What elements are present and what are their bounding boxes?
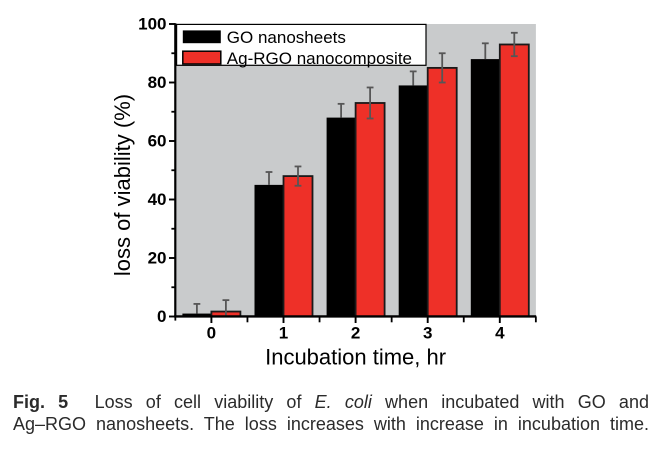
svg-text:4: 4 <box>495 324 505 343</box>
svg-text:60: 60 <box>148 132 167 151</box>
svg-text:Incubation time, hr: Incubation time, hr <box>265 345 446 370</box>
svg-text:40: 40 <box>148 190 167 209</box>
svg-text:1: 1 <box>279 324 288 343</box>
svg-text:Ag-RGO nanocomposite: Ag-RGO nanocomposite <box>227 49 412 68</box>
svg-text:100: 100 <box>138 15 166 34</box>
svg-text:20: 20 <box>148 249 167 268</box>
svg-text:0: 0 <box>207 324 216 343</box>
svg-text:80: 80 <box>148 73 167 92</box>
svg-text:2: 2 <box>351 324 360 343</box>
svg-text:0: 0 <box>157 307 166 326</box>
svg-text:GO nanosheets: GO nanosheets <box>227 28 346 47</box>
svg-text:3: 3 <box>423 324 432 343</box>
svg-text:loss of viability (%): loss of viability (%) <box>110 94 135 276</box>
